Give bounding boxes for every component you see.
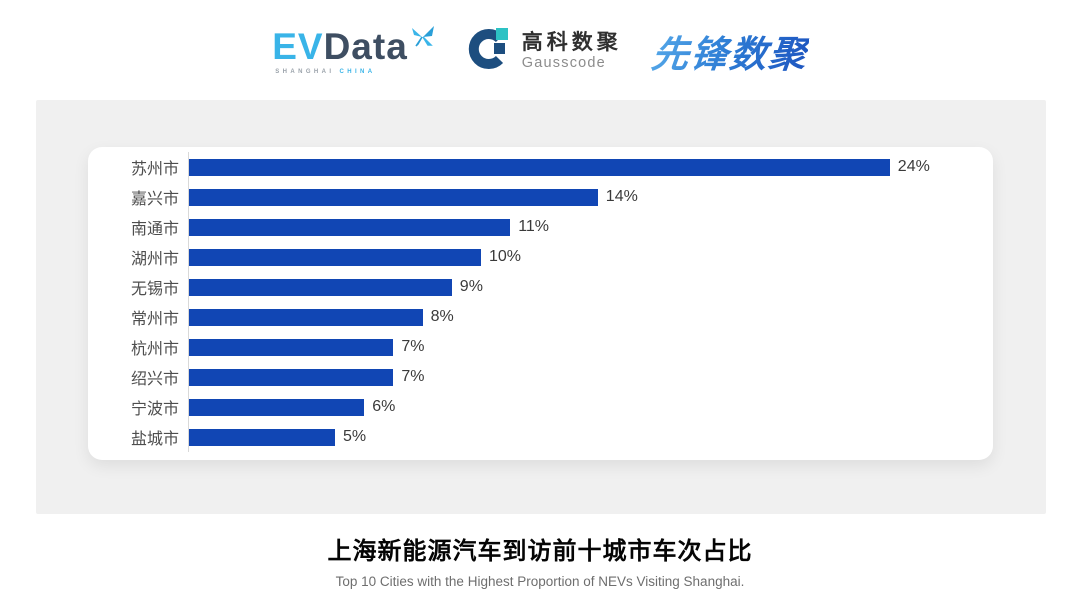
- chart-card: 苏州市 24% 嘉兴市 14% 南通市 11% 湖州市 10% 无锡市 9% 常州市 8% 杭州市 7% 绍…: [88, 147, 993, 460]
- bar-track: 11%: [188, 212, 993, 242]
- bar-track: 6%: [188, 392, 993, 422]
- bar: [189, 338, 394, 356]
- category-label: 湖州市: [130, 251, 179, 268]
- category-label: 无锡市: [130, 281, 179, 298]
- evdata-logo: EV Data SHANGHAI CHINA: [272, 25, 436, 75]
- bar-track: 5%: [188, 422, 993, 452]
- value-label: 24%: [897, 158, 930, 175]
- gausscode-en-text: Gausscode: [521, 54, 606, 71]
- category-label: 杭州市: [130, 341, 179, 358]
- evdata-sub-shanghai: SHANGHAI: [275, 68, 340, 75]
- chart-row: 无锡市 9%: [88, 272, 993, 302]
- bar-track: 7%: [188, 362, 993, 392]
- chart-panel: 苏州市 24% 嘉兴市 14% 南通市 11% 湖州市 10% 无锡市 9% 常州市 8% 杭州市 7% 绍…: [36, 100, 1046, 514]
- bar-track: 24%: [188, 152, 993, 182]
- gausscode-text: 高科数聚 Gausscode: [522, 31, 622, 72]
- category-label: 苏州市: [130, 161, 179, 178]
- gausscode-logo: 高科数聚 Gausscode: [466, 26, 622, 77]
- category-label: 南通市: [130, 221, 179, 238]
- value-label: 14%: [605, 188, 638, 205]
- bar: [189, 308, 423, 326]
- gausscode-cn-text: 高科数聚: [521, 30, 622, 54]
- chart-row: 盐城市 5%: [88, 422, 993, 452]
- chart-row: 湖州市 10%: [88, 242, 993, 272]
- chart-row: 嘉兴市 14%: [88, 182, 993, 212]
- evdata-ev-text: EV: [272, 25, 324, 67]
- value-label: 11%: [518, 218, 550, 235]
- bar: [189, 398, 365, 416]
- value-label: 9%: [459, 278, 483, 295]
- evdata-wordmark: EV Data: [272, 25, 436, 67]
- bar-track: 10%: [188, 242, 993, 272]
- bar: [189, 368, 394, 386]
- pioneer-logo: 先锋数聚: [649, 24, 811, 78]
- bar: [189, 218, 511, 236]
- value-label: 7%: [401, 338, 425, 355]
- gausscode-mark-icon: [466, 26, 512, 77]
- bar-track: 7%: [188, 332, 993, 362]
- bar: [189, 248, 481, 266]
- chart-row: 南通市 11%: [88, 212, 993, 242]
- chart-row: 苏州市 24%: [88, 152, 993, 182]
- category-label: 宁波市: [130, 401, 179, 418]
- bar: [189, 188, 598, 206]
- chart-row: 常州市 8%: [88, 302, 993, 332]
- value-label: 6%: [372, 398, 396, 415]
- footer: 上海新能源汽车到访前十城市车次占比 Top 10 Cities with the…: [0, 531, 1080, 589]
- evdata-sub-china: CHINA: [339, 68, 376, 75]
- value-label: 7%: [401, 368, 425, 385]
- value-label: 10%: [489, 248, 522, 265]
- category-label: 常州市: [130, 311, 179, 328]
- bar: [189, 428, 335, 446]
- chart-row: 宁波市 6%: [88, 392, 993, 422]
- bar-track: 8%: [188, 302, 993, 332]
- bar-track: 9%: [188, 272, 993, 302]
- chart-row: 杭州市 7%: [88, 332, 993, 362]
- value-label: 5%: [343, 428, 367, 445]
- evdata-x-icon: [410, 24, 436, 54]
- evdata-subtext: SHANGHAI CHINA: [275, 69, 436, 75]
- chart-subtitle: Top 10 Cities with the Highest Proportio…: [335, 574, 745, 589]
- bar: [189, 278, 452, 296]
- bar-chart: 苏州市 24% 嘉兴市 14% 南通市 11% 湖州市 10% 无锡市 9% 常州市 8% 杭州市 7% 绍…: [88, 152, 993, 452]
- bar: [189, 158, 890, 176]
- category-label: 盐城市: [130, 431, 179, 448]
- chart-title: 上海新能源汽车到访前十城市车次占比: [327, 538, 753, 565]
- logo-row: EV Data SHANGHAI CHINA 高科数聚 Gausscode: [0, 16, 1080, 86]
- bar-track: 14%: [188, 182, 993, 212]
- chart-row: 绍兴市 7%: [88, 362, 993, 392]
- category-label: 嘉兴市: [130, 191, 179, 208]
- evdata-data-text: Data: [323, 25, 408, 67]
- value-label: 8%: [430, 308, 454, 325]
- category-label: 绍兴市: [130, 371, 179, 388]
